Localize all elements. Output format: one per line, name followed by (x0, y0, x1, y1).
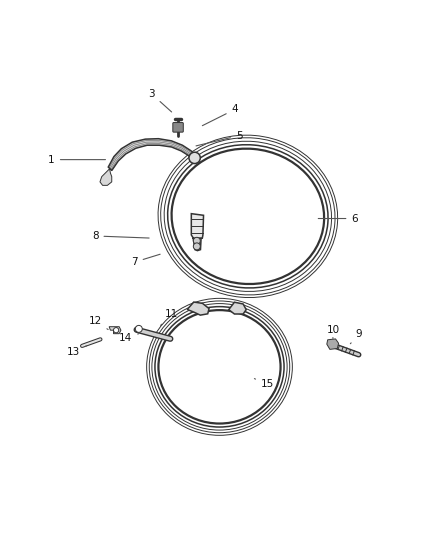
Polygon shape (187, 302, 208, 315)
Text: 8: 8 (92, 231, 149, 241)
Polygon shape (326, 339, 338, 350)
Circle shape (113, 328, 118, 333)
FancyBboxPatch shape (173, 123, 183, 132)
Text: 5: 5 (196, 131, 242, 146)
Polygon shape (191, 214, 203, 239)
Polygon shape (192, 238, 201, 251)
Polygon shape (109, 327, 120, 334)
Text: 6: 6 (318, 214, 357, 223)
Circle shape (188, 152, 200, 164)
Circle shape (193, 237, 200, 244)
Polygon shape (228, 302, 246, 314)
Polygon shape (108, 139, 196, 171)
Text: 15: 15 (254, 378, 273, 389)
Text: 12: 12 (88, 316, 108, 329)
Circle shape (193, 243, 200, 250)
Text: 14: 14 (119, 334, 138, 343)
Text: 10: 10 (325, 325, 339, 338)
Text: 4: 4 (202, 104, 237, 126)
Text: 7: 7 (131, 254, 160, 267)
Text: 1: 1 (48, 155, 105, 165)
Ellipse shape (160, 312, 278, 422)
Polygon shape (100, 169, 112, 185)
Text: 3: 3 (148, 89, 171, 112)
Text: 9: 9 (350, 329, 362, 344)
Text: 13: 13 (67, 346, 86, 357)
Circle shape (135, 325, 142, 333)
Text: 11: 11 (160, 310, 178, 325)
